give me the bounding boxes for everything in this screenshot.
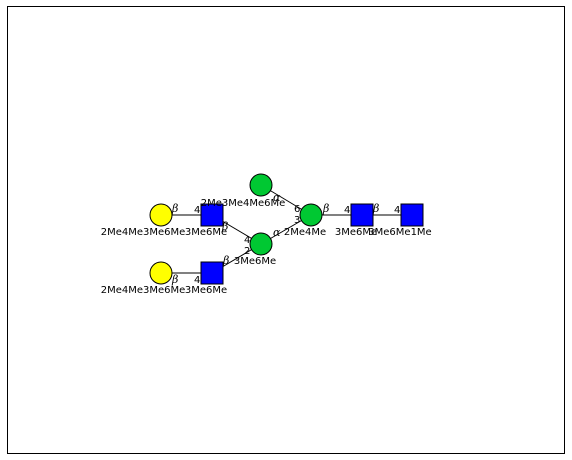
position-gal-top: 4 [194, 205, 200, 216]
glcnac-core1-label: 3Me6Me [335, 227, 377, 238]
glcnac-core2-residue [400, 203, 424, 227]
glcnac-core1-residue [350, 203, 374, 227]
man-core-residue [299, 203, 323, 227]
position-man-top: 6 [294, 204, 300, 215]
anomer-gal-bottom: β [171, 273, 178, 286]
gal-top-residue [149, 203, 173, 227]
man-top-residue [249, 173, 273, 197]
man-top-label: 2Me3Me4Me6Me [201, 198, 286, 209]
anomer-man-top: α [273, 191, 281, 204]
anomer-man-middle: α [273, 226, 281, 239]
man-middle-residue [249, 232, 273, 256]
position-man-core: 4 [344, 205, 350, 216]
gal-bottom-label: 2Me4Me3Me6Me [101, 285, 186, 296]
position-glcnac-top: 4 [244, 235, 250, 246]
position-man-middle: 3 [294, 215, 300, 226]
anomer-glcnac-top: β [221, 220, 228, 233]
glcnac-core2-label: 3Me6Me1Me [368, 227, 431, 238]
anomer-glcnac-core1: β [372, 202, 379, 215]
anomer-glcnac-bottom: β [222, 254, 229, 267]
anomer-man-core: β [322, 202, 329, 215]
glcnac-bottom-residue [200, 261, 224, 285]
gal-top-label: 2Me4Me3Me6Me [101, 227, 186, 238]
glcnac-top-label: 3Me6Me [185, 227, 227, 238]
man-core-label: 2Me4Me [284, 227, 326, 238]
position-gal-bottom: 4 [194, 275, 200, 286]
glcnac-bottom-label: 3Me6Me [185, 285, 227, 296]
man-middle-label: 3Me6Me [234, 256, 276, 267]
gal-bottom-residue [149, 261, 173, 285]
position-glcnac-bottom: 2 [244, 246, 250, 257]
glcnac-top-residue [200, 203, 224, 227]
anomer-gal-top: β [171, 202, 178, 215]
position-glcnac-core1: 4 [394, 205, 400, 216]
